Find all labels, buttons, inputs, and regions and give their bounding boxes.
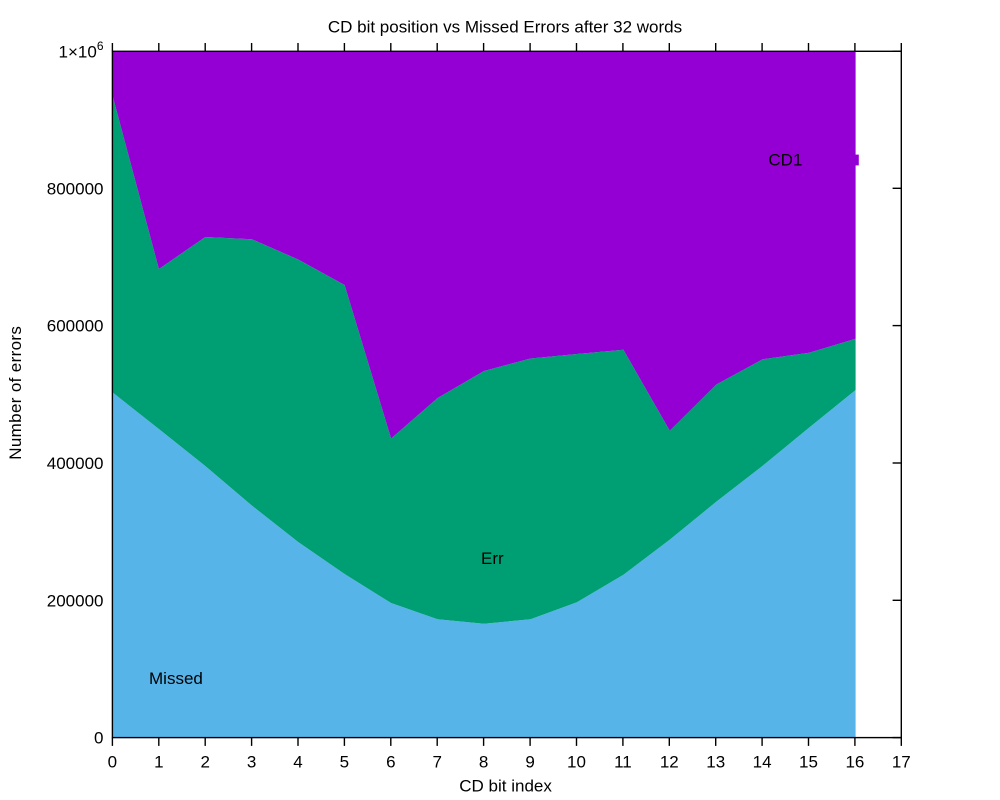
svg-text:600000: 600000 (47, 317, 104, 336)
svg-text:CD1: CD1 (768, 151, 802, 170)
svg-text:Number of errors: Number of errors (6, 326, 25, 460)
svg-text:Err: Err (481, 549, 504, 568)
svg-text:4: 4 (293, 752, 302, 771)
svg-text:11: 11 (614, 752, 632, 771)
svg-text:CD bit index: CD bit index (459, 777, 552, 796)
svg-text:12: 12 (660, 752, 679, 771)
svg-text:7: 7 (432, 752, 441, 771)
svg-text:0: 0 (108, 752, 117, 771)
svg-text:3: 3 (247, 752, 256, 771)
svg-text:13: 13 (706, 752, 725, 771)
svg-text:9: 9 (525, 752, 534, 771)
svg-text:14: 14 (753, 752, 772, 771)
svg-text:1: 1 (154, 752, 163, 771)
svg-text:CD bit position vs Missed Erro: CD bit position vs Missed Errors after 3… (328, 18, 682, 37)
svg-text:6: 6 (386, 752, 395, 771)
svg-text:0: 0 (94, 729, 103, 748)
svg-text:8: 8 (479, 752, 488, 771)
svg-text:800000: 800000 (47, 179, 104, 198)
svg-text:16: 16 (845, 752, 864, 771)
svg-text:200000: 200000 (47, 591, 104, 610)
svg-text:15: 15 (799, 752, 818, 771)
svg-text:10: 10 (567, 752, 586, 771)
svg-text:1×106: 1×106 (59, 39, 104, 61)
svg-text:Missed: Missed (149, 669, 203, 688)
svg-text:400000: 400000 (47, 454, 104, 473)
svg-text:5: 5 (340, 752, 349, 771)
svg-text:17: 17 (892, 752, 911, 771)
svg-text:2: 2 (200, 752, 209, 771)
